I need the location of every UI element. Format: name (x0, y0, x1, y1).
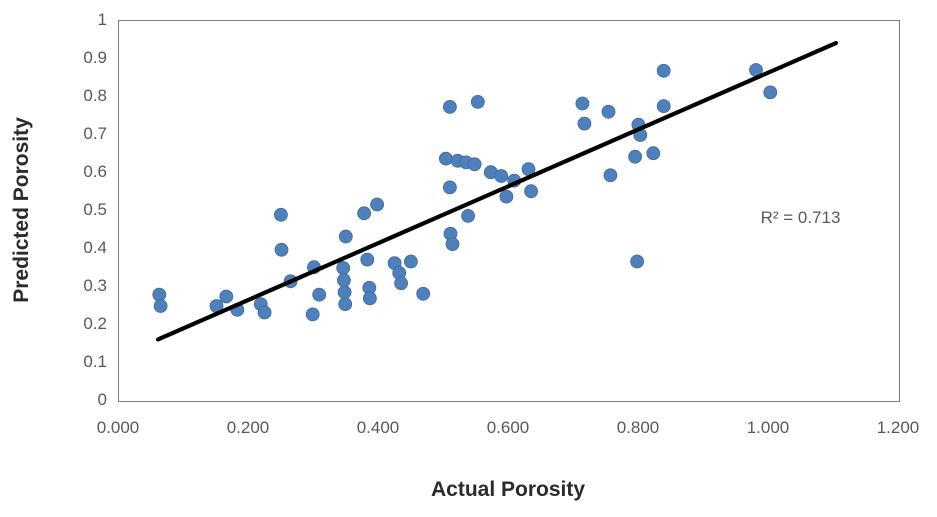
y-tick-label: 0.3 (83, 276, 107, 295)
data-point (445, 237, 460, 252)
data-point (394, 276, 409, 291)
data-point (577, 116, 592, 131)
x-tick-label: 0.200 (226, 418, 270, 437)
trendline (155, 40, 839, 342)
data-point (274, 242, 289, 257)
data-point (416, 286, 431, 301)
data-point (628, 149, 642, 164)
y-axis-title: Predicted Porosity (10, 117, 33, 303)
y-tick-label: 0.2 (83, 314, 107, 333)
data-point (467, 157, 482, 172)
data-point (273, 207, 288, 222)
data-point (338, 229, 353, 244)
data-point (338, 297, 353, 312)
data-point (362, 291, 377, 306)
data-point (499, 189, 514, 204)
data-point (403, 254, 418, 269)
data-point (442, 180, 457, 195)
y-tick-label: 0.7 (83, 124, 107, 143)
plot-area (118, 20, 900, 402)
data-point (305, 307, 320, 322)
x-tick-label: 0.800 (616, 418, 660, 437)
data-point (763, 85, 778, 100)
data-point (494, 169, 509, 183)
data-point (601, 104, 616, 119)
data-point (219, 289, 234, 304)
data-point (153, 299, 168, 313)
data-point (312, 287, 327, 302)
data-point (656, 63, 671, 78)
y-tick-label: 0.8 (83, 86, 107, 105)
y-tick-label: 0.1 (83, 352, 107, 371)
y-tick-label: 0 (97, 390, 107, 409)
x-tick-label: 0.000 (96, 418, 140, 437)
data-point (442, 100, 457, 114)
data-point (470, 95, 485, 109)
data-point (646, 146, 661, 161)
x-tick-label: 1.200 (876, 418, 920, 437)
r-squared-label: R² = 0.713 (760, 207, 841, 227)
y-tick-label: 0.5 (83, 200, 107, 219)
data-point (461, 208, 476, 223)
data-point (370, 197, 385, 212)
x-axis-title: Actual Porosity (430, 478, 586, 501)
data-point (337, 285, 352, 300)
data-point (152, 287, 167, 302)
data-point (257, 305, 272, 320)
data-point (575, 96, 590, 111)
y-tick-label: 0.4 (83, 238, 107, 257)
x-tick-label: 1.000 (746, 418, 790, 437)
data-point (336, 273, 351, 288)
data-point (336, 261, 351, 275)
y-tick-label: 0.9 (83, 48, 107, 67)
data-point (524, 184, 539, 199)
data-point (656, 99, 671, 113)
data-point (438, 151, 453, 166)
x-tick-label: 0.600 (486, 418, 530, 437)
plot-canvas (152, 40, 839, 342)
data-point (360, 252, 375, 267)
y-tick-label: 0.6 (83, 162, 107, 181)
data-point (603, 168, 618, 183)
x-tick-label: 0.400 (356, 418, 400, 437)
data-point (630, 254, 644, 269)
y-tick-label: 1 (97, 10, 107, 29)
data-point (357, 206, 372, 221)
